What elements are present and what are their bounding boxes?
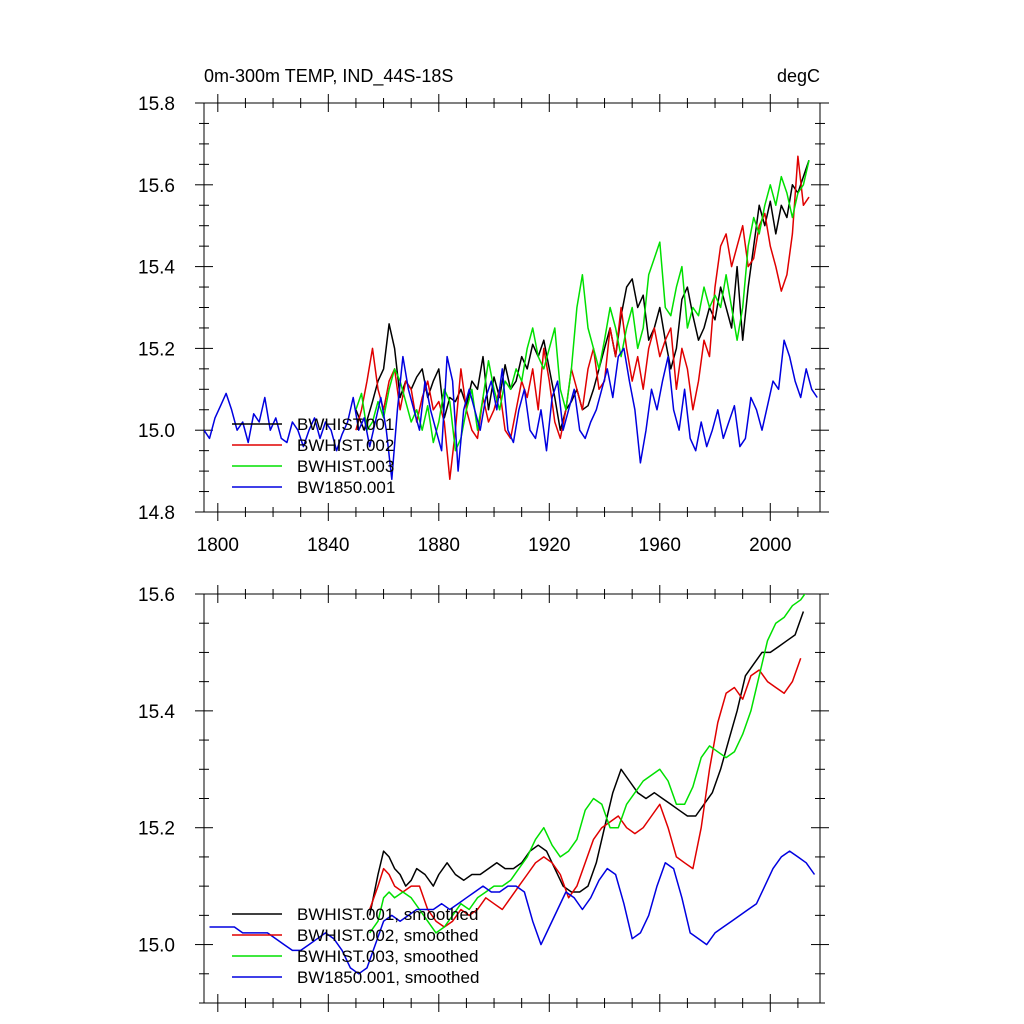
y-tick-label: 14.8	[138, 503, 175, 524]
x-tick-label: 1920	[528, 535, 570, 556]
series-line-bwhist-003	[355, 160, 810, 452]
chart-units: degC	[777, 66, 820, 86]
y-tick-label: 15.0	[138, 421, 175, 442]
legend-label: BWHIST.001	[297, 415, 394, 434]
chart-title: 0m-300m TEMP, IND_44S-18S	[204, 66, 453, 87]
y-tick-label: 15.6	[138, 585, 175, 606]
series-line-bwhist-002	[355, 155, 810, 481]
series-line-bwhist-001	[355, 160, 810, 431]
series-line-bw1850-001-smoothed	[209, 850, 816, 975]
y-tick-label: 15.2	[138, 819, 175, 840]
x-tick-label: 1880	[418, 535, 460, 556]
legend-label: BW1850.001	[297, 478, 395, 497]
top-panel-raw-temperature: 0m-300m TEMP, IND_44S-18S degC 1800 1840 1…	[138, 66, 829, 556]
x-tick-label: 1960	[639, 535, 681, 556]
series-line-bw1850-001	[204, 339, 818, 481]
y-tick-label: 15.4	[138, 258, 175, 279]
legend-label: BWHIST.003, smoothed	[297, 947, 478, 966]
series-line-bwhist-002-smoothed	[368, 658, 802, 928]
x-tick-label: 2000	[749, 535, 791, 556]
x-tick-label: 1800	[197, 535, 239, 556]
series-line-bwhist-001-smoothed	[368, 611, 805, 916]
y-tick-label: 15.0	[138, 936, 175, 957]
y-tick-label: 15.2	[138, 339, 175, 360]
x-tick-label: 1840	[307, 535, 349, 556]
y-tick-label: 15.6	[138, 176, 175, 197]
y-tick-label: 15.8	[138, 94, 175, 115]
legend-label: BWHIST.002	[297, 436, 394, 455]
legend-label: BWHIST.003	[297, 457, 394, 476]
series-line-bwhist-003-smoothed	[369, 594, 806, 934]
legend-label: BWHIST.002, smoothed	[297, 926, 478, 945]
legend-label: BW1850.001, smoothed	[297, 968, 479, 987]
y-tick-label: 15.4	[138, 702, 175, 723]
bottom-panel-smoothed-temperature: 15.0 15.2 15.4 15.6 BWHIST.001, smoothed BWHI…	[138, 585, 829, 1012]
legend-label: BWHIST.001, smoothed	[297, 905, 478, 924]
